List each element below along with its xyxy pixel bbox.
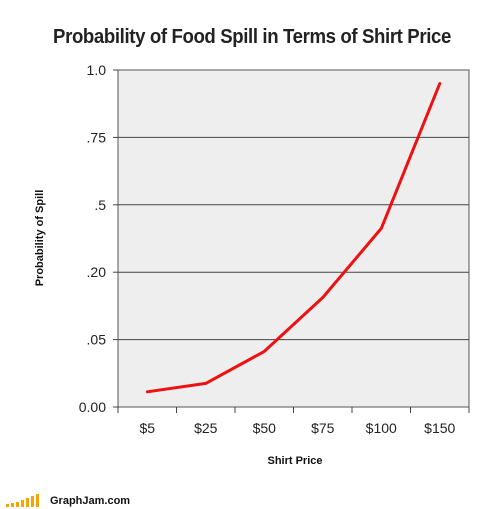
footer-brand: GraphJam.com bbox=[50, 495, 131, 507]
x-tick-label: $50 bbox=[253, 420, 277, 436]
x-axis-label: Shirt Price bbox=[267, 455, 322, 467]
y-tick-label: 1.0 bbox=[87, 62, 107, 78]
plot-area bbox=[117, 69, 470, 408]
y-tick-label: .20 bbox=[87, 264, 107, 280]
x-axis: $5 $25 $50 $75 $100 $150 bbox=[117, 407, 470, 436]
chart-title: Probability of Food Spill in Terms of Sh… bbox=[53, 26, 451, 48]
signal-bars-icon bbox=[6, 494, 39, 507]
x-tick-label: $75 bbox=[311, 420, 335, 436]
x-tick-label: $150 bbox=[424, 420, 455, 436]
x-tick-label: $100 bbox=[366, 420, 397, 436]
plot-background bbox=[117, 69, 470, 408]
y-axis: 0.00 .05 .20 .5 .75 1.0 bbox=[79, 62, 118, 415]
y-tick-label: .5 bbox=[94, 197, 106, 213]
y-tick-label: .05 bbox=[87, 332, 107, 348]
x-tick-label: $5 bbox=[139, 420, 155, 436]
x-tick-label: $25 bbox=[194, 420, 218, 436]
series-layer bbox=[145, 82, 442, 394]
y-tick-label: .75 bbox=[87, 129, 107, 145]
y-tick-label: 0.00 bbox=[79, 399, 106, 415]
data-line bbox=[145, 82, 442, 394]
y-axis-label: Probability of Spill bbox=[34, 190, 46, 287]
